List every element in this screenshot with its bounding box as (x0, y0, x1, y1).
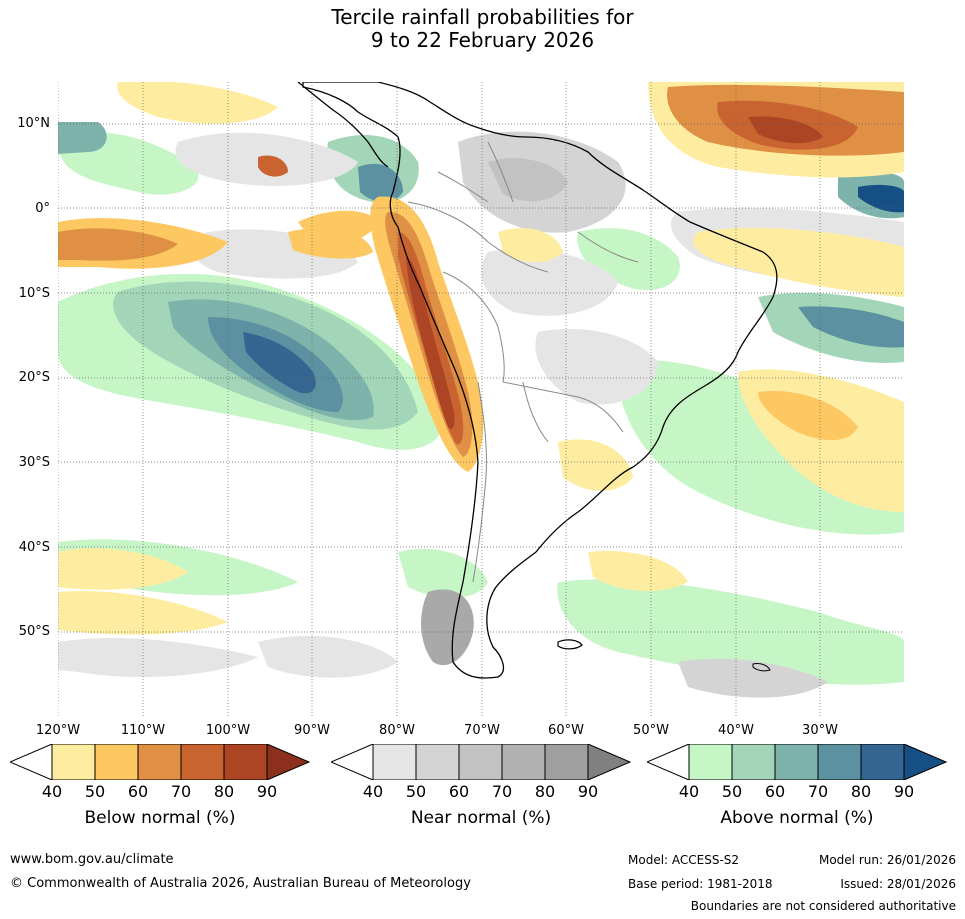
lon-label-80w: 80°W (379, 723, 415, 738)
below-tick: 90 (256, 782, 278, 801)
model-run-info: Model run: 26/01/2026 (818, 853, 956, 867)
central-america-coastline (297, 82, 389, 168)
lat-label-10n: 10°N (17, 116, 50, 131)
colorbar-below-seg-5 (223, 744, 268, 780)
lon-label-120w: 120°W (35, 723, 81, 738)
below-tick: 80 (213, 782, 235, 801)
lon-label-40w: 40°W (718, 723, 754, 738)
colorbar-near-seg-1 (372, 744, 417, 780)
colorbar-near-arrow-left (331, 744, 374, 780)
lon-label-100w: 100°W (205, 723, 251, 738)
colorbar-near-seg-3 (458, 744, 503, 780)
colorbar-above-arrow-left (647, 744, 690, 780)
boundaries-disclaimer: Boundaries are not considered authoritat… (690, 899, 956, 913)
map-title-line2: 9 to 22 February 2026 (370, 28, 595, 52)
colorbar-below-arrow-left (10, 744, 53, 780)
lon-label-60w: 60°W (548, 723, 584, 738)
above-tick: 90 (893, 782, 915, 801)
above-normal-label: Above normal (%) (720, 808, 874, 828)
colorbar-below-seg-1 (51, 744, 96, 780)
copyright-text: © Commonwealth of Australia 2026, Austra… (10, 876, 471, 891)
near-tick: 70 (491, 782, 513, 801)
model-info: Model: ACCESS-S2 (628, 853, 740, 867)
lat-label-50s: 50°S (18, 624, 50, 639)
near-tick: 80 (534, 782, 556, 801)
below-tick: 40 (41, 782, 63, 801)
near-tick: 50 (405, 782, 427, 801)
colorbar-above-seg-5 (860, 744, 905, 780)
colorbar-near-seg-2 (415, 744, 460, 780)
lat-label-10s: 10°S (18, 286, 50, 301)
above-tick: 70 (807, 782, 829, 801)
colorbar-near-arrow-right (587, 744, 631, 780)
above-tick: 60 (764, 782, 786, 801)
colorbar-near-seg-4 (501, 744, 546, 780)
lat-label-30s: 30°S (18, 455, 50, 470)
near-normal-label: Near normal (%) (410, 808, 552, 828)
issued-info: Issued: 28/01/2026 (840, 877, 956, 891)
south-america-coastline (302, 82, 778, 679)
near-tick: 90 (577, 782, 599, 801)
map-title-line1: Tercile rainfall probabilities for (331, 5, 634, 29)
country-borders (407, 141, 639, 583)
colorbar-below-seg-4 (180, 744, 225, 780)
colorbar-above-seg-1 (688, 744, 733, 780)
colorbar-above-seg-3 (774, 744, 819, 780)
colorbar-near-seg-5 (544, 744, 589, 780)
gridlines (58, 82, 904, 716)
colorbar-below-arrow-right (266, 744, 310, 780)
below-normal-label: Below normal (%) (84, 808, 236, 828)
lon-label-70w: 70°W (464, 723, 500, 738)
colorbar-above-seg-2 (731, 744, 776, 780)
near-tick: 60 (448, 782, 470, 801)
website-link[interactable]: www.bom.gov.au/climate (10, 852, 174, 867)
colorbar-above-normal (647, 744, 947, 780)
colorbar-above-arrow-right (903, 744, 947, 780)
near-tick: 40 (362, 782, 384, 801)
lon-label-110w: 110°W (120, 723, 166, 738)
above-tick: 80 (850, 782, 872, 801)
falkland-islands (557, 639, 583, 650)
colorbar-above-seg-4 (817, 744, 862, 780)
above-tick: 50 (721, 782, 743, 801)
rainfall-probability-map (58, 82, 904, 716)
lat-label-20s: 20°S (18, 370, 50, 385)
colorbar-below-normal (10, 744, 310, 780)
colorbar-below-seg-3 (137, 744, 182, 780)
colorbar-below-seg-2 (94, 744, 139, 780)
lat-label-40s: 40°S (18, 540, 50, 555)
lon-label-30w: 30°W (802, 723, 838, 738)
lon-label-50w: 50°W (633, 723, 669, 738)
base-period-info: Base period: 1981-2018 (628, 877, 773, 891)
below-tick: 50 (84, 782, 106, 801)
below-tick: 70 (170, 782, 192, 801)
lat-label-0: 0° (35, 201, 50, 216)
lon-label-90w: 90°W (294, 723, 330, 738)
above-tick: 40 (678, 782, 700, 801)
below-tick: 60 (127, 782, 149, 801)
below-normal-regions (58, 82, 904, 635)
south-georgia (752, 663, 771, 672)
colorbar-near-normal (331, 744, 631, 780)
